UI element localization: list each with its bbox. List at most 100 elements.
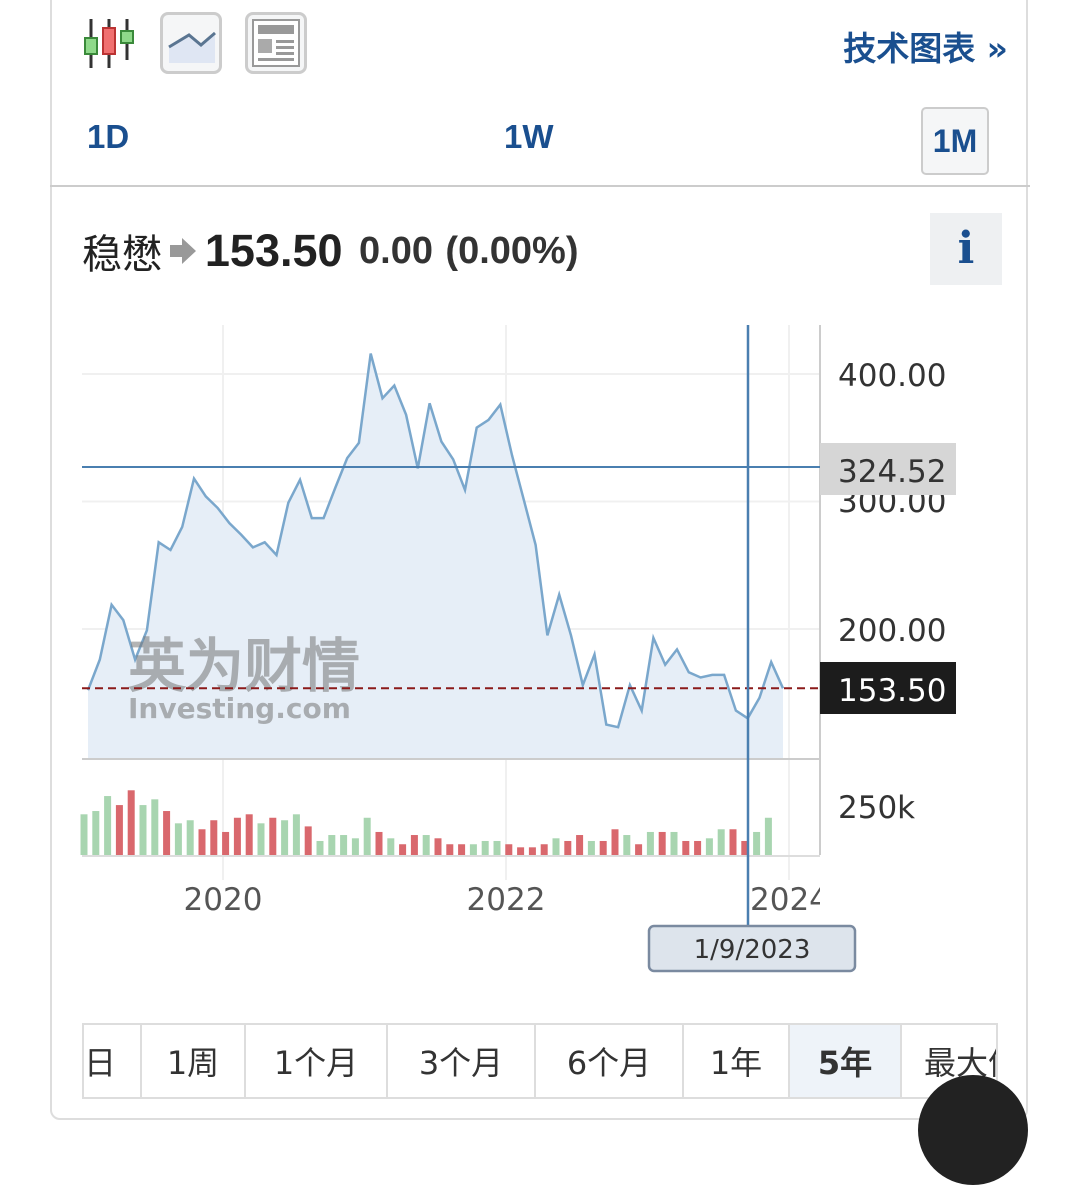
volume-bar xyxy=(363,817,371,855)
x-tick-label: 2022 xyxy=(467,882,546,918)
volume-bar xyxy=(115,805,123,855)
crosshair-value: 324.52 xyxy=(838,454,946,490)
volume-bar xyxy=(623,835,631,855)
y-tick-label: 200.00 xyxy=(838,613,946,649)
price-area xyxy=(88,353,784,758)
range-tabs: 日 1周 1个月 3个月 6个月 1年 5年 最大值 xyxy=(82,1023,998,1099)
volume-bar xyxy=(694,840,702,855)
x-tick-label: 2024 xyxy=(750,882,829,918)
volume-bar xyxy=(328,835,336,855)
volume-bar xyxy=(729,829,737,855)
candlestick-chart-icon[interactable] xyxy=(80,16,140,72)
volume-bar xyxy=(434,838,442,855)
volume-bar xyxy=(399,844,407,855)
volume-bar xyxy=(705,838,713,855)
volume-bar xyxy=(611,829,619,855)
volume-bar xyxy=(375,831,383,855)
volume-bar xyxy=(163,811,171,855)
y-tick-label: 400.00 xyxy=(838,358,946,394)
volume-bar xyxy=(753,831,761,855)
volume-bar xyxy=(139,805,147,855)
period-1w[interactable]: 1W xyxy=(504,118,554,155)
volume-bar xyxy=(351,838,359,855)
volume-bar xyxy=(658,831,666,855)
volume-bar xyxy=(741,840,749,855)
volume-bar xyxy=(576,835,584,855)
area-chart-button[interactable] xyxy=(160,12,222,74)
volume-bar xyxy=(764,817,772,855)
watermark-logo: 英为财情 Investing.com xyxy=(128,632,360,725)
range-tab-1d[interactable]: 日 xyxy=(84,1025,142,1097)
crosshair-value-badge xyxy=(820,443,956,495)
period-1d[interactable]: 1D xyxy=(87,118,130,155)
volume-bar xyxy=(387,838,395,855)
volume-bar xyxy=(233,817,241,855)
range-tab-6m[interactable]: 6个月 xyxy=(536,1025,684,1097)
divider xyxy=(50,185,1030,187)
volume-bar xyxy=(493,840,501,855)
volume-bar xyxy=(552,838,560,855)
range-tab-1w[interactable]: 1周 xyxy=(142,1025,246,1097)
volume-bar xyxy=(198,829,206,855)
volume-tick-label: 250k xyxy=(838,790,915,826)
volume-bar xyxy=(505,844,513,855)
news-layout-icon xyxy=(252,19,300,67)
volume-bar xyxy=(92,811,100,855)
watermark-cn: 英为财情 xyxy=(128,632,360,700)
range-tab-1m[interactable]: 1个月 xyxy=(246,1025,388,1097)
stock-name: 稳懋 xyxy=(82,233,162,277)
volume-bar xyxy=(717,829,725,855)
volume-bar xyxy=(316,840,324,855)
volume-bar xyxy=(269,817,277,855)
volume-bar xyxy=(186,820,194,855)
crosshair-date-badge xyxy=(647,924,857,973)
volume-bar xyxy=(292,814,300,855)
volume-bar xyxy=(469,844,477,855)
crosshair-date: 1/9/2023 xyxy=(694,935,811,965)
quote-header: 稳懋 153.50 0.00 (0.00%) xyxy=(82,222,578,280)
volume-bar xyxy=(458,844,466,855)
volume-bar xyxy=(446,844,454,855)
volume-bar xyxy=(422,835,430,855)
x-tick-label: 2020 xyxy=(184,882,263,918)
volume-bar xyxy=(587,840,595,855)
volume-bar xyxy=(682,840,690,855)
volume-bar xyxy=(127,790,135,855)
last-price: 153.50 xyxy=(204,225,343,276)
technical-chart-link[interactable]: 技术图表 » xyxy=(843,29,1008,68)
volume-bar xyxy=(635,844,643,855)
volume-bar xyxy=(646,831,654,855)
price-chart[interactable]: 英为财情 Investing.com 400.00 300.00 200.00 … xyxy=(0,300,1080,990)
volume-bar xyxy=(210,820,218,855)
volume-bar xyxy=(257,823,265,855)
arrow-right-icon xyxy=(170,238,197,264)
volume-bar xyxy=(599,840,607,855)
area-chart-icon xyxy=(168,31,216,63)
volume-bar xyxy=(104,796,112,855)
volume-bar xyxy=(528,847,536,855)
volume-bar xyxy=(222,831,230,855)
volume-bar xyxy=(410,835,418,855)
volume-bar xyxy=(564,840,572,855)
range-tab-1y[interactable]: 1年 xyxy=(684,1025,790,1097)
volume-bar xyxy=(174,823,182,855)
news-layout-button[interactable] xyxy=(245,12,307,74)
price-change: 0.00 xyxy=(359,229,433,272)
range-tab-3m[interactable]: 3个月 xyxy=(388,1025,536,1097)
period-1m[interactable]: 1M xyxy=(921,107,989,175)
volume-bar xyxy=(151,799,159,855)
last-price-label: 153.50 xyxy=(838,673,946,709)
volume-bar xyxy=(80,814,88,855)
volume-bar xyxy=(670,831,678,855)
volume-bar xyxy=(517,847,525,855)
price-change-pct: (0.00%) xyxy=(445,229,579,272)
volume-bar xyxy=(281,820,289,855)
info-button[interactable]: i xyxy=(930,213,1002,285)
volume-bar xyxy=(245,814,253,855)
volume-bar xyxy=(304,826,312,855)
volume-bar xyxy=(481,840,489,855)
range-tab-5y[interactable]: 5年 xyxy=(790,1025,902,1097)
floating-button[interactable] xyxy=(918,1075,1028,1185)
price-line xyxy=(86,353,785,729)
volume-bar xyxy=(540,844,548,855)
